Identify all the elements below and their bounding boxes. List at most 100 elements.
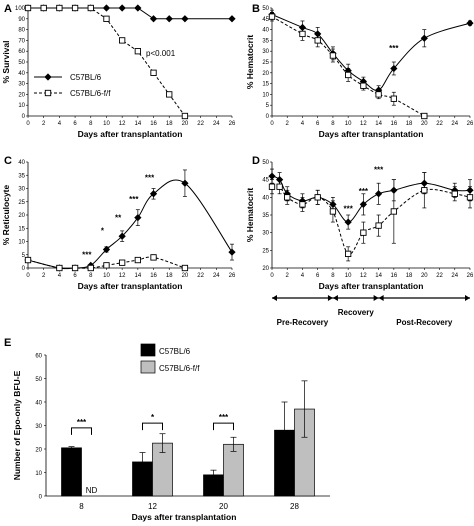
legend-marker [44, 73, 52, 81]
y-axis-title: % Reticulocyte [1, 184, 11, 245]
significance-label: *** [129, 195, 139, 204]
data-point [390, 208, 397, 215]
data-point [134, 214, 142, 222]
legend: C57BL/6 C57BL/6-f/f [34, 73, 111, 98]
x-axis-title: Days after transplantation [78, 281, 183, 291]
data-point [24, 4, 32, 12]
data-point [329, 52, 337, 59]
data-point [149, 15, 158, 23]
x-tick-label: 6 [73, 121, 77, 127]
legend-swatch [140, 343, 156, 357]
y-axis-title: % Survival [1, 41, 11, 84]
p-value-label: p<0.001 [146, 49, 176, 58]
data-point [228, 15, 236, 23]
panel-label-b: B [252, 3, 260, 15]
x-tick-label: 18 [166, 273, 173, 279]
y-tick-label: 90 [18, 17, 25, 23]
data-point [150, 254, 157, 261]
legend: C57BL/6 C57BL/6-f/f [140, 343, 200, 374]
y-tick-label: 20 [262, 71, 269, 77]
significance-label: *** [359, 187, 369, 196]
x-tick-label: 20 [182, 121, 189, 127]
data-point [103, 15, 110, 22]
significance-label: * [101, 227, 105, 236]
y-tick-label: 0 [22, 266, 26, 272]
y-tick-label: 30 [18, 187, 25, 193]
data-point [119, 259, 126, 266]
significance-label: ** [115, 213, 122, 222]
series-c57bl6-ff [24, 4, 189, 120]
y-tick-label: 15 [18, 226, 25, 232]
data-point [40, 4, 47, 12]
x-tick-label: 20 [421, 273, 428, 279]
x-tick-label: 2 [286, 273, 290, 279]
phase-label: Pre-Recovery [277, 318, 329, 327]
y-tick-label: 10 [35, 471, 42, 477]
x-tick-label: 20 [421, 121, 428, 127]
bar [61, 447, 82, 497]
not-detected-label: ND [86, 486, 98, 495]
y-tick-label: 45 [262, 178, 269, 184]
phase-label: Post-Recovery [396, 318, 453, 327]
legend-marker [44, 89, 52, 97]
data-point [314, 37, 321, 44]
panel-label-e: E [4, 337, 11, 349]
x-tick-label: 6 [73, 273, 77, 279]
y-tick-label: 80 [18, 28, 25, 34]
data-point [374, 190, 383, 198]
series-c57bl6-ff [268, 172, 474, 262]
x-tick-label: 0 [270, 121, 274, 127]
y-tick-label: 30 [262, 49, 269, 55]
y-tick-label: 35 [262, 38, 269, 44]
data-point [375, 222, 382, 229]
data-point [299, 201, 306, 208]
significance-bracket [213, 422, 234, 431]
y-tick-label: 10 [18, 240, 25, 246]
data-point [119, 37, 126, 44]
y-tick-label: 5 [22, 253, 26, 259]
x-tick-label: 24 [213, 121, 220, 127]
data-point [314, 194, 321, 201]
arrow-head [378, 295, 384, 301]
x-tick-label: 10 [103, 273, 110, 279]
y-tick-label: 25 [262, 60, 269, 66]
series-c57bl6-ff [268, 11, 428, 120]
y-tick-label: 50 [35, 377, 42, 383]
legend-label: C57BL/6 [159, 347, 191, 356]
y-tick-label: 0 [266, 114, 270, 120]
data-point [421, 112, 428, 120]
significance-label: *** [389, 44, 399, 53]
data-point [118, 4, 126, 12]
data-point [268, 172, 276, 180]
x-tick-label: 18 [166, 121, 173, 127]
series-line [28, 7, 186, 117]
y-tick-label: 0 [22, 114, 26, 120]
series-line [27, 179, 233, 270]
arrow-head [327, 295, 333, 301]
x-axis-title: Days after transplantation [319, 129, 424, 139]
y-tick-label: 40 [262, 28, 269, 34]
category-label: 12 [148, 502, 157, 511]
data-point [150, 69, 157, 76]
data-point [276, 183, 283, 190]
data-point [268, 183, 276, 190]
x-tick-label: 16 [391, 121, 398, 127]
x-tick-label: 10 [103, 121, 110, 127]
data-point [166, 91, 173, 98]
phase-label: Recovery [338, 308, 375, 317]
significance-label: *** [82, 250, 92, 259]
x-tick-label: 14 [375, 273, 382, 279]
significance-label: * [151, 413, 155, 422]
x-tick-label: 8 [89, 121, 93, 127]
y-tick-label: 30 [35, 424, 42, 430]
x-tick-label: 22 [197, 273, 204, 279]
y-tick-label: 25 [262, 248, 269, 254]
data-point [165, 15, 173, 23]
x-tick-label: 26 [229, 273, 236, 279]
arrow-head [373, 295, 379, 301]
x-tick-label: 2 [42, 273, 46, 279]
y-tick-label: 35 [262, 213, 269, 219]
y-tick-label: 70 [18, 38, 25, 44]
data-point [71, 264, 79, 272]
